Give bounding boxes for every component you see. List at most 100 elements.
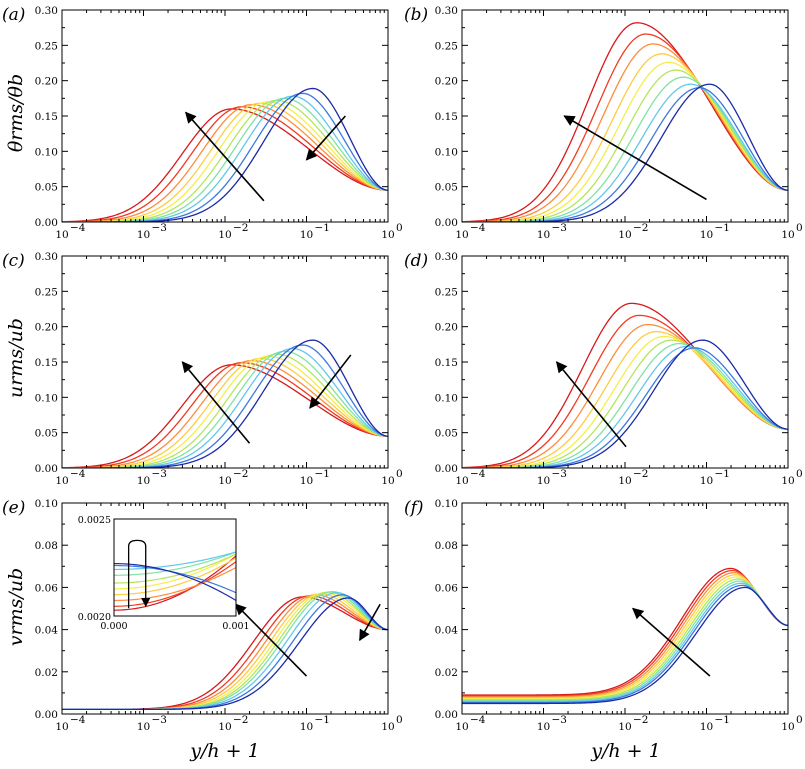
ylabel-e: vrms/ub — [5, 568, 27, 646]
x-tick-label: 10 — [300, 475, 313, 487]
y-tick-label: 0.00 — [35, 463, 58, 475]
series-line — [462, 43, 788, 222]
trend-arrow — [632, 607, 711, 677]
axes-frame — [461, 255, 789, 469]
inset: 0.000 0.001 0.0020 0.0025 — [78, 515, 250, 632]
curves — [462, 302, 788, 468]
x-tick-exponent: 0 — [796, 714, 803, 726]
x-tick-exponent: −4 — [470, 222, 486, 234]
y-tick-label: 0.15 — [35, 357, 58, 369]
x-tick-label: 10 — [381, 721, 394, 733]
panel-d: 10−410−310−210−11000.000.050.100.150.200… — [435, 251, 803, 487]
x-tick-label: 10 — [618, 229, 631, 241]
series-line — [462, 567, 788, 696]
curves — [62, 339, 388, 468]
inset-loop-arrow — [127, 539, 151, 609]
x-tick-exponent: 0 — [396, 714, 403, 726]
x-tick-label: 10 — [300, 721, 313, 733]
trend-arrow — [185, 111, 265, 202]
x-tick-label: 10 — [55, 475, 68, 487]
x-tick-exponent: −4 — [470, 468, 486, 480]
y-tick-label: 0.10 — [35, 146, 58, 158]
y-tick-label: 0.05 — [435, 428, 458, 440]
x-tick-label: 10 — [781, 721, 794, 733]
trend-arrow — [563, 115, 707, 201]
series-line — [462, 574, 788, 699]
panel-label-b: (b) — [404, 5, 428, 25]
series-line — [462, 343, 788, 468]
x-tick-label: 10 — [381, 475, 394, 487]
series-line — [462, 323, 788, 468]
series-line — [462, 580, 788, 702]
x-tick-label: 10 — [137, 721, 150, 733]
y-tick-label: 0.00 — [435, 709, 458, 721]
x-tick-label: 10 — [455, 229, 468, 241]
inset-series-line — [113, 566, 237, 602]
series-line — [462, 578, 788, 701]
trend-arrow — [359, 603, 381, 642]
x-tick-exponent: −3 — [552, 222, 567, 234]
panel-label-c: (c) — [2, 251, 25, 271]
y-tick-label: 0.25 — [435, 40, 458, 52]
x-tick-exponent: −1 — [315, 714, 330, 726]
x-tick-label: 10 — [381, 229, 394, 241]
series-line — [462, 345, 788, 468]
y-tick-label: 0.10 — [435, 498, 458, 510]
y-tick-label: 0.05 — [35, 428, 58, 440]
y-tick-label: 0.10 — [435, 146, 458, 158]
x-tick-exponent: −2 — [633, 714, 648, 726]
inset-y-tick-label: 0.0025 — [78, 515, 111, 526]
y-tick-label: 0.00 — [35, 217, 58, 229]
y-tick-label: 0.06 — [35, 582, 59, 594]
x-tick-label: 10 — [618, 475, 631, 487]
inset-series-line — [113, 553, 237, 590]
x-tick-exponent: −4 — [70, 222, 86, 234]
y-tick-label: 0.00 — [435, 463, 458, 475]
y-tick-label: 0.25 — [35, 286, 58, 298]
series-line — [62, 106, 388, 222]
x-tick-exponent: −1 — [715, 222, 730, 234]
inset-x-tick-label: 0.001 — [222, 621, 249, 632]
x-tick-exponent: 0 — [796, 222, 803, 234]
y-tick-label: 0.02 — [435, 667, 458, 679]
x-tick-exponent: −3 — [152, 222, 167, 234]
y-tick-label: 0.05 — [435, 182, 458, 194]
y-tick-label: 0.30 — [35, 5, 58, 17]
curves — [62, 87, 388, 222]
y-tick-label: 0.20 — [35, 322, 58, 334]
y-tick-label: 0.06 — [435, 582, 459, 594]
ylabel-a: θrms/θb — [5, 74, 27, 152]
series-line — [462, 586, 788, 705]
series-line — [462, 83, 788, 222]
x-tick-label: 10 — [455, 721, 468, 733]
panel-label-a: (a) — [2, 5, 25, 25]
series-line — [62, 597, 388, 711]
inset-series-line — [113, 551, 237, 571]
inset-series-line — [113, 551, 237, 576]
y-tick-label: 0.30 — [35, 251, 58, 263]
y-tick-label: 0.30 — [435, 251, 458, 263]
x-tick-exponent: 0 — [396, 222, 403, 234]
series-line — [62, 359, 388, 468]
panel-label-d: (d) — [404, 251, 428, 271]
x-tick-label: 10 — [218, 721, 231, 733]
panel-e: 10−410−310−210−11000.000.020.040.060.080… — [35, 498, 403, 733]
x-tick-exponent: −3 — [152, 714, 167, 726]
inset-series-line — [113, 563, 237, 601]
series-line — [462, 571, 788, 698]
inset-y-tick-label: 0.0020 — [78, 612, 111, 623]
series-line — [462, 87, 788, 222]
series-line — [462, 582, 788, 703]
x-tick-exponent: −4 — [70, 468, 86, 480]
x-tick-label: 10 — [781, 229, 794, 241]
inset-series-line — [113, 561, 237, 607]
y-tick-label: 0.05 — [35, 182, 58, 194]
inset-series-line — [113, 557, 237, 596]
x-tick-exponent: −2 — [633, 222, 648, 234]
y-tick-label: 0.15 — [35, 111, 58, 123]
y-tick-label: 0.15 — [435, 111, 458, 123]
panel-c: 10−410−310−210−11000.000.050.100.150.200… — [35, 251, 403, 487]
y-tick-label: 0.15 — [435, 357, 458, 369]
curves — [462, 567, 788, 705]
panel-b: 10−410−310−210−11000.000.050.100.150.200… — [435, 5, 803, 241]
